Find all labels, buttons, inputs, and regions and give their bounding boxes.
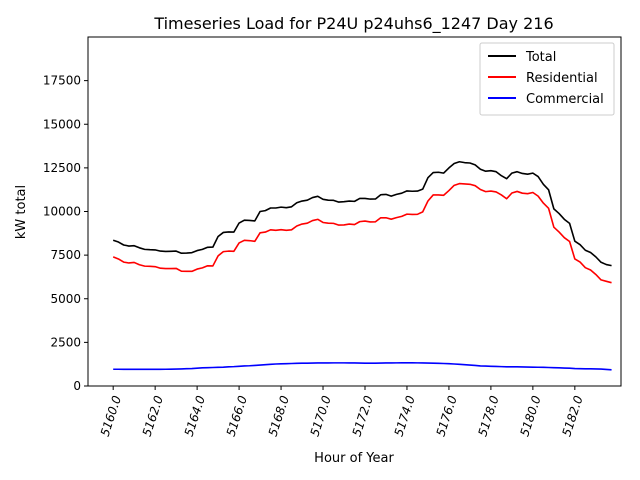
- legend-label: Commercial: [526, 92, 604, 107]
- legend-entry-commercial: Commercial: [488, 92, 604, 107]
- series-line-total: [112, 160, 612, 267]
- series-line-residential: [112, 182, 612, 284]
- x-axis-label: Hour of Year: [314, 451, 394, 466]
- legend-entry-residential: Residential: [488, 71, 598, 86]
- y-tick-label: 12500: [43, 161, 81, 175]
- y-tick-label: 17500: [43, 74, 81, 88]
- y-tick-label: 0: [73, 379, 81, 393]
- legend-label: Residential: [526, 71, 598, 86]
- y-axis: 0 2500 5000 7500 10000 12500 15000 17500: [43, 74, 88, 393]
- y-tick-label: 5000: [50, 292, 81, 306]
- y-tick-label: 15000: [43, 117, 81, 131]
- y-tick-label: 7500: [50, 248, 81, 262]
- series-line-commercial: [113, 361, 612, 371]
- legend-label: Total: [525, 50, 556, 65]
- series-layer: [112, 160, 612, 371]
- y-axis-label: kW total: [14, 185, 29, 239]
- legend: Total Residential Commercial: [479, 42, 615, 116]
- y-tick-label: 10000: [43, 205, 81, 219]
- legend-entry-total: Total: [488, 50, 556, 65]
- chart-title: Timeseries Load for P24U p24uhs6_1247 Da…: [153, 14, 553, 34]
- y-tick-label: 2500: [50, 335, 81, 349]
